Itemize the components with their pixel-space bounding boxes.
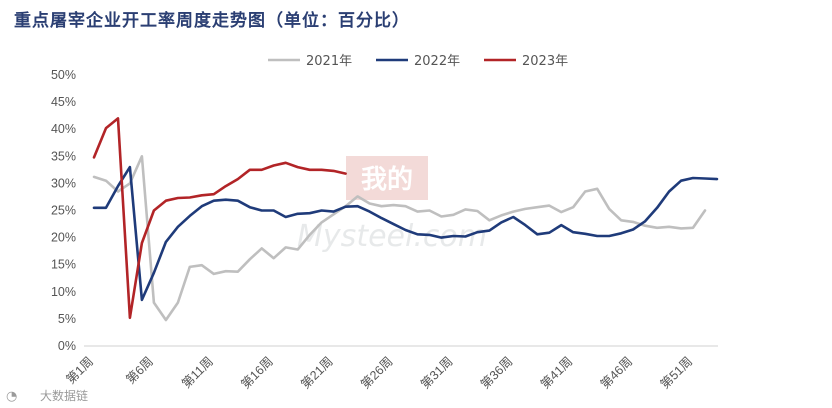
series-line-2023年: [92, 117, 347, 320]
legend-label: 2023年: [522, 54, 568, 69]
watermark-top-text: 我的: [361, 164, 413, 195]
y-tick-label: 40%: [51, 122, 76, 136]
y-tick-label: 30%: [51, 176, 76, 190]
watermark-badge: [346, 156, 428, 200]
x-tick-label: 第36周: [478, 354, 515, 391]
x-tick-label: 第16周: [238, 354, 275, 391]
x-tick-label: 第41周: [538, 354, 575, 391]
y-tick-label: 15%: [51, 258, 76, 272]
x-tick-label: 第1周: [64, 354, 96, 386]
y-tick-label: 20%: [51, 231, 76, 245]
series-line-2021年: [92, 155, 707, 322]
y-tick-label: 25%: [51, 204, 76, 218]
x-tick-label: 第11周: [179, 354, 216, 391]
y-tick-label: 50%: [51, 68, 76, 82]
x-tick-label: 第51周: [658, 354, 695, 391]
x-tick-label: 第26周: [358, 354, 395, 391]
brand-logo-icon: ◔: [6, 389, 17, 404]
x-tick-label: 第21周: [298, 354, 335, 391]
x-tick-label: 第31周: [418, 354, 455, 391]
legend: 2021年 2022年 2023年: [268, 54, 568, 69]
legend-label: 2021年: [306, 54, 352, 69]
brand-mark: ◔ 大数据链: [6, 388, 88, 404]
series-line-2022年: [92, 165, 719, 302]
x-tick-label: 第46周: [598, 354, 635, 391]
y-tick-label: 5%: [58, 312, 76, 326]
x-tick-label: 第6周: [124, 354, 156, 386]
y-tick-label: 0%: [58, 339, 76, 353]
legend-label: 2022年: [414, 54, 460, 69]
chart-title: 重点屠宰企业开工率周度走势图（单位：百分比）: [14, 11, 410, 31]
y-tick-label: 45%: [51, 95, 76, 109]
brand-text: 大数据链: [40, 388, 88, 403]
y-tick-label: 10%: [51, 285, 76, 299]
series-layer: [92, 117, 719, 322]
y-tick-label: 35%: [51, 149, 76, 163]
